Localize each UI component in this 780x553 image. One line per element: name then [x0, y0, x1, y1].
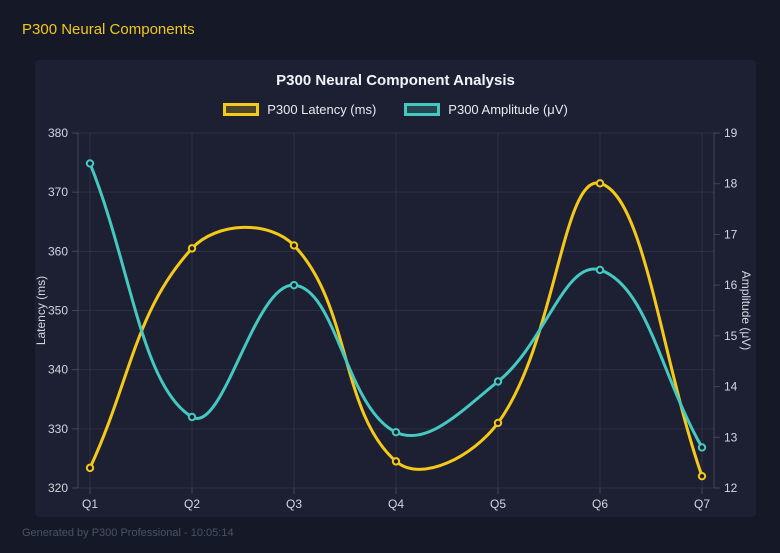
right-axis-title: Amplitude (μV)	[739, 271, 753, 351]
data-point[interactable]	[595, 265, 605, 275]
legend-label: P300 Latency (ms)	[267, 102, 377, 117]
right-axis-tick: 17	[724, 227, 738, 241]
data-point[interactable]	[391, 428, 401, 437]
left-axis-tick: 320	[48, 481, 68, 495]
data-point[interactable]	[187, 412, 197, 422]
x-axis-tick: Q7	[694, 497, 710, 511]
data-point[interactable]	[289, 241, 299, 250]
page-title: P300 Neural Components	[22, 21, 195, 38]
left-axis-tick: 360	[48, 244, 68, 258]
legend-swatch	[404, 103, 441, 116]
left-axis-tick: 340	[48, 363, 68, 377]
right-axis-tick: 12	[724, 481, 738, 495]
x-axis-tick: Q2	[184, 497, 200, 511]
data-point[interactable]	[493, 377, 503, 386]
series-latency	[85, 179, 707, 481]
left-axis-tick: 370	[48, 185, 68, 199]
right-axis-tick: 19	[724, 126, 738, 140]
data-point[interactable]	[697, 471, 707, 481]
chart-card: P300 Neural Component Analysis P300 Late…	[35, 60, 756, 517]
data-point[interactable]	[595, 179, 605, 188]
legend-item-latency[interactable]: P300 Latency (ms)	[223, 102, 376, 117]
legend-swatch	[223, 103, 260, 116]
x-axis-tick: Q4	[388, 497, 404, 511]
right-axis-tick: 14	[724, 380, 738, 394]
left-axis-title: Latency (ms)	[35, 276, 48, 345]
x-axis-tick: Q6	[592, 497, 608, 511]
left-axis-tick: 380	[48, 126, 68, 140]
data-point[interactable]	[697, 443, 707, 452]
data-point[interactable]	[493, 418, 503, 428]
legend-label: P300 Amplitude (μV)	[448, 102, 568, 117]
data-point[interactable]	[289, 280, 299, 290]
right-axis-tick: 16	[724, 278, 738, 292]
x-axis-tick: Q1	[82, 497, 98, 511]
data-point[interactable]	[187, 244, 197, 253]
data-point[interactable]	[85, 463, 95, 473]
x-axis-tick: Q3	[286, 497, 302, 511]
data-point[interactable]	[391, 457, 401, 466]
right-axis-tick: 13	[724, 430, 738, 444]
grid-lines	[72, 132, 720, 494]
right-axis-tick: 18	[724, 177, 738, 191]
left-axis-tick: 350	[48, 304, 68, 318]
line-chart-canvas[interactable]: 320 330 340 350 360 370 380 12 13 14 15 16 17 18 19 Q1 Q…	[35, 120, 756, 517]
data-point[interactable]	[85, 159, 95, 168]
footer-text: Generated by P300 Professional - 10:05:1…	[22, 527, 234, 539]
right-axis-tick: 15	[724, 329, 738, 343]
left-axis-tick: 330	[48, 422, 68, 436]
chart-legend: P300 Latency (ms) P300 Amplitude (μV)	[35, 102, 756, 117]
legend-item-amplitude[interactable]: P300 Amplitude (μV)	[404, 102, 568, 117]
chart-title: P300 Neural Component Analysis	[276, 72, 515, 89]
x-axis-tick: Q5	[490, 497, 506, 511]
series-amplitude	[85, 159, 707, 452]
